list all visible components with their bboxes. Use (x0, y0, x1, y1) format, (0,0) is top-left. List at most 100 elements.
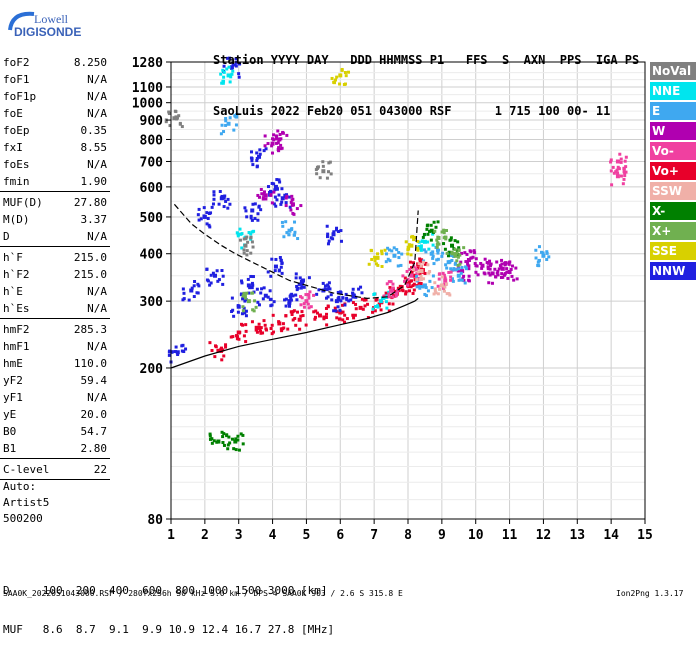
echo-point (330, 76, 334, 80)
echo-point (277, 193, 281, 197)
param-value: 2.80 (80, 442, 108, 455)
echo-point (270, 323, 274, 327)
echo-point (385, 296, 389, 300)
echo-point (221, 441, 225, 445)
echo-point (257, 195, 261, 199)
echo-point (371, 310, 375, 314)
echo-point (302, 285, 306, 289)
echo-point (250, 218, 254, 222)
param-value: N/A (87, 285, 107, 298)
x-tick-label: 11 (502, 528, 518, 543)
echo-point (283, 298, 287, 302)
echo-point (244, 340, 248, 344)
auto-label: Auto: (3, 480, 37, 493)
echo-point (421, 235, 425, 239)
echo-point (257, 205, 261, 209)
echo-point (302, 302, 306, 306)
echo-point (616, 165, 620, 169)
echo-point (417, 281, 421, 285)
echo-point (243, 294, 247, 298)
echo-point (439, 283, 444, 288)
echo-point (240, 246, 244, 250)
echo-point (237, 72, 241, 76)
echo-point (255, 330, 259, 334)
echo-point (274, 137, 278, 141)
echo-point (431, 254, 435, 258)
legend-item: Vo+ (650, 162, 696, 180)
echo-point (172, 116, 177, 121)
echo-point (416, 239, 420, 243)
param-value: N/A (87, 302, 107, 315)
y-tick-label: 1000 (132, 97, 163, 112)
echo-point (609, 160, 613, 164)
echo-point (272, 182, 276, 186)
echo-point (424, 286, 428, 290)
chart-axes: 1 2 3 4 5 6 7 8 9 10 11 12 13 14 158020030040050060070… (132, 56, 653, 543)
echo-point (297, 282, 301, 286)
echo-point (251, 245, 255, 249)
param-row: B1 2.80 (0, 440, 110, 457)
echo-point (384, 260, 388, 264)
echo-point (245, 291, 249, 295)
echo-point (455, 249, 459, 253)
echo-point (457, 267, 461, 271)
param-row: B0 54.7 (0, 423, 110, 440)
param-separator (0, 318, 110, 319)
echo-point (231, 308, 235, 312)
echo-point (343, 71, 347, 75)
echo-point (449, 267, 453, 271)
echo-point (208, 341, 212, 345)
echo-point (249, 285, 253, 289)
echo-point (284, 196, 288, 200)
echo-point (453, 239, 457, 243)
echo-point (404, 281, 408, 285)
echo-point (454, 268, 458, 272)
echo-point (371, 307, 375, 311)
echo-point (274, 204, 278, 208)
echo-point (299, 204, 303, 208)
echo-point (196, 213, 200, 217)
echo-point (234, 437, 238, 441)
echo-point (249, 214, 253, 218)
echo-point (617, 160, 621, 164)
echo-point (230, 437, 234, 441)
echo-point (435, 242, 439, 246)
echo-point (429, 223, 433, 227)
echo-point (244, 309, 248, 313)
echo-point (237, 448, 241, 452)
echo-point (251, 202, 255, 206)
echo-point (220, 358, 224, 362)
echo-point (345, 317, 349, 321)
echo-point (467, 267, 471, 271)
echo-point (351, 314, 355, 318)
echo-point (341, 296, 345, 300)
echo-point (258, 152, 262, 156)
echo-point (326, 295, 330, 299)
echo-point (225, 434, 229, 438)
echo-point (425, 227, 429, 231)
echo-point (424, 250, 428, 254)
param-row: h`F2 215.0 (0, 266, 110, 283)
echo-point (440, 230, 444, 234)
echo-point (275, 135, 279, 139)
echo-point (406, 248, 410, 252)
echo-point (270, 332, 274, 336)
echo-point (275, 178, 279, 182)
param-value: N/A (87, 107, 107, 120)
param-value: N/A (87, 340, 107, 353)
echo-point (257, 322, 261, 326)
echo-point (272, 190, 276, 194)
echo-point (456, 240, 460, 244)
echo-point (277, 178, 281, 182)
param-key: foEp (3, 124, 30, 137)
echo-point (222, 432, 226, 436)
echo-point (455, 251, 459, 255)
echo-point (384, 252, 388, 256)
echo-point (609, 158, 613, 162)
echo-point (418, 257, 422, 261)
echo-point (284, 314, 288, 318)
param-key: foF2 (3, 56, 30, 69)
auto-version: 500200 (3, 512, 43, 525)
echo-point (262, 149, 266, 153)
param-key: M(D) (3, 213, 30, 226)
